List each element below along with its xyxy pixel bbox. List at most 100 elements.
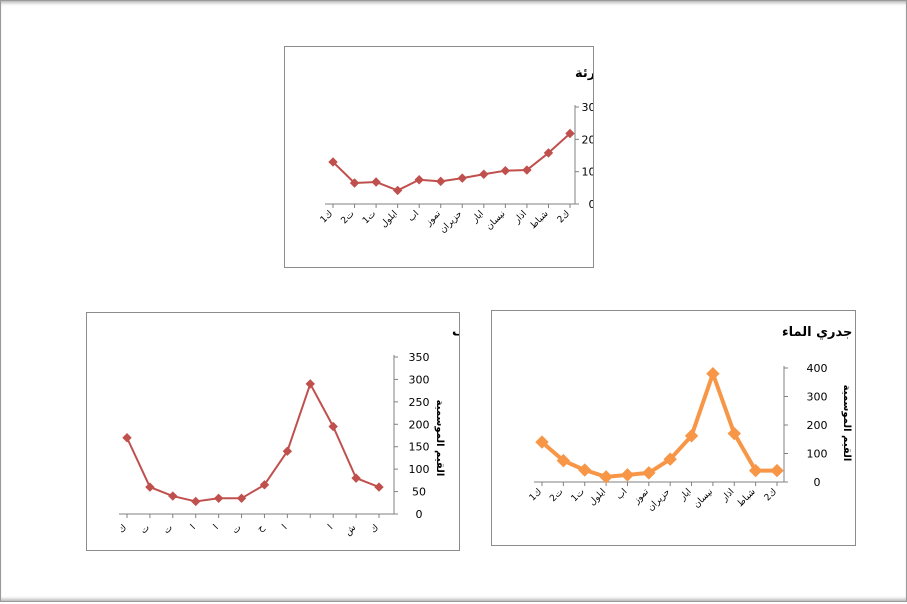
- data-point: [684, 429, 699, 443]
- y-tick-label: 0: [814, 476, 821, 489]
- chart-a: ( 2 -أ ) ذات الرئة0100200300القيم الموسم…: [319, 64, 594, 235]
- y-tick-label: 100: [807, 448, 828, 461]
- data-point: [305, 379, 315, 389]
- data-point: [556, 453, 571, 468]
- x-tick-label: ا: [326, 523, 335, 532]
- data-point: [374, 482, 384, 492]
- y-tick-label: 150: [409, 441, 430, 454]
- x-tick-label: ت: [139, 523, 152, 536]
- x-tick-label: شباط: [528, 209, 550, 231]
- y-tick-label: 300: [582, 101, 594, 114]
- y-tick-label: 200: [807, 419, 828, 432]
- data-point: [500, 165, 511, 176]
- data-point: [168, 491, 178, 501]
- data-point: [351, 473, 361, 483]
- x-tick-label: ك2: [763, 487, 779, 503]
- x-tick-label: اب: [615, 487, 630, 502]
- data-point: [770, 463, 784, 478]
- x-tick-label: نيسان: [484, 209, 507, 232]
- x-tick-label: ك1: [319, 209, 335, 225]
- y-tick-label: 50: [412, 486, 426, 499]
- data-point: [259, 480, 270, 490]
- y-axis-label: القيم الموسمية: [434, 400, 445, 477]
- data-point: [236, 493, 247, 504]
- x-tick-label: ايلول: [588, 487, 609, 508]
- chart-c: ( 2-ج ) مرض النكاف 0 50 100 150 200 250 300 350 ا…: [117, 324, 459, 538]
- y-tick-label: 200: [582, 133, 594, 146]
- x-tick-label: اذار: [719, 487, 736, 504]
- x-tick-label: حزيران: [646, 487, 672, 513]
- data-point: [213, 493, 224, 504]
- chart-title: ( 2 -أ ) ذات الرئة: [575, 64, 593, 81]
- x-tick-label: ك2: [556, 209, 572, 225]
- data-point: [145, 482, 155, 492]
- x-tick-label: ك: [117, 523, 129, 535]
- y-tick-label: 200: [409, 418, 430, 431]
- x-tick-label: ت2: [340, 209, 357, 226]
- y-axis-label: القيم الموسمية: [841, 385, 852, 462]
- chart-panel-c: ( 2-ج ) مرض النكاف 0 50 100 150 200 250 300 350 ا…: [86, 312, 460, 551]
- data-point: [706, 366, 720, 381]
- data-point: [599, 470, 613, 484]
- x-tick-label: شباط: [736, 487, 758, 509]
- y-tick-label: 400: [807, 362, 828, 375]
- x-tick-label: ا: [281, 523, 290, 532]
- series-line: [126, 382, 380, 503]
- x-tick-label: ك: [369, 523, 381, 535]
- data-point: [543, 148, 554, 158]
- data-point: [620, 468, 635, 482]
- y-tick-label: 300: [409, 373, 430, 386]
- y-tick-label: 250: [409, 396, 430, 409]
- data-point: [535, 435, 549, 449]
- x-tick-label: ح: [255, 523, 266, 534]
- x-tick-label: نيسان: [692, 487, 715, 510]
- data-point: [122, 433, 132, 443]
- data-point: [457, 173, 467, 183]
- x-tick-label: ا: [189, 523, 198, 532]
- y-tick-label: 100: [409, 463, 430, 476]
- data-point: [349, 178, 360, 188]
- x-tick-label: ت1: [570, 487, 587, 504]
- data-point: [191, 496, 201, 507]
- y-tick-label: 0: [589, 198, 594, 211]
- data-point: [328, 421, 338, 432]
- data-point: [371, 177, 381, 187]
- y-tick-label: 300: [807, 391, 828, 404]
- x-tick-label: اذار: [512, 209, 529, 226]
- y-tick-label: 0: [416, 508, 423, 521]
- x-tick-label: ايار: [470, 209, 486, 225]
- x-tick-label: اب: [406, 209, 421, 224]
- x-tick-label: ايلول: [379, 209, 400, 230]
- y-tick-label: 100: [582, 166, 594, 179]
- chart-panel-a: ( 2 -أ ) ذات الرئة0100200300القيم الموسم…: [284, 46, 594, 268]
- x-tick-label: ت: [231, 523, 244, 536]
- series-line: [332, 132, 571, 192]
- data-point: [414, 175, 424, 185]
- x-tick-label: ت1: [361, 209, 378, 226]
- data-point: [642, 466, 656, 480]
- y-tick-label: 350: [409, 351, 430, 364]
- series-line: [540, 371, 777, 479]
- x-tick-label: ت2: [548, 487, 565, 504]
- x-tick-label: ش: [343, 523, 358, 538]
- data-point: [748, 463, 763, 478]
- data-point: [565, 128, 575, 139]
- x-tick-label: ا: [212, 523, 221, 532]
- x-tick-label: حزيران: [438, 209, 464, 235]
- data-point: [663, 452, 677, 466]
- chart-title: (2- ب ) جدري الماء: [782, 325, 855, 340]
- data-point: [328, 157, 338, 167]
- data-point: [727, 426, 741, 441]
- data-point: [392, 185, 403, 196]
- data-point: [479, 169, 489, 179]
- chart-panel-b: (2- ب ) جدري الماء 0 100 200 300 400 القيم الم…: [491, 310, 856, 546]
- data-point: [578, 463, 592, 477]
- data-point: [436, 176, 446, 187]
- data-point: [522, 165, 532, 175]
- x-tick-label: ك1: [528, 487, 544, 503]
- chart-title: ( 2-ج ) مرض النكاف: [452, 324, 459, 339]
- x-tick-label: ت: [162, 523, 175, 536]
- data-point: [282, 446, 293, 456]
- x-tick-label: ايار: [677, 487, 693, 503]
- chart-b: (2- ب ) جدري الماء 0 100 200 300 400 القيم الم…: [528, 325, 855, 513]
